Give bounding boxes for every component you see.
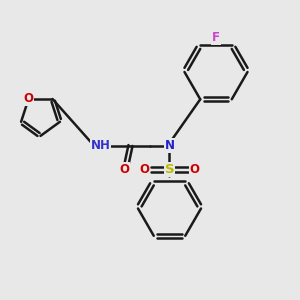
Text: O: O (23, 92, 34, 106)
Text: O: O (140, 163, 150, 176)
Text: O: O (189, 163, 200, 176)
Text: NH: NH (91, 139, 110, 152)
Text: N: N (164, 139, 175, 152)
Text: S: S (165, 163, 174, 176)
Text: F: F (212, 31, 220, 44)
Text: O: O (119, 163, 130, 176)
